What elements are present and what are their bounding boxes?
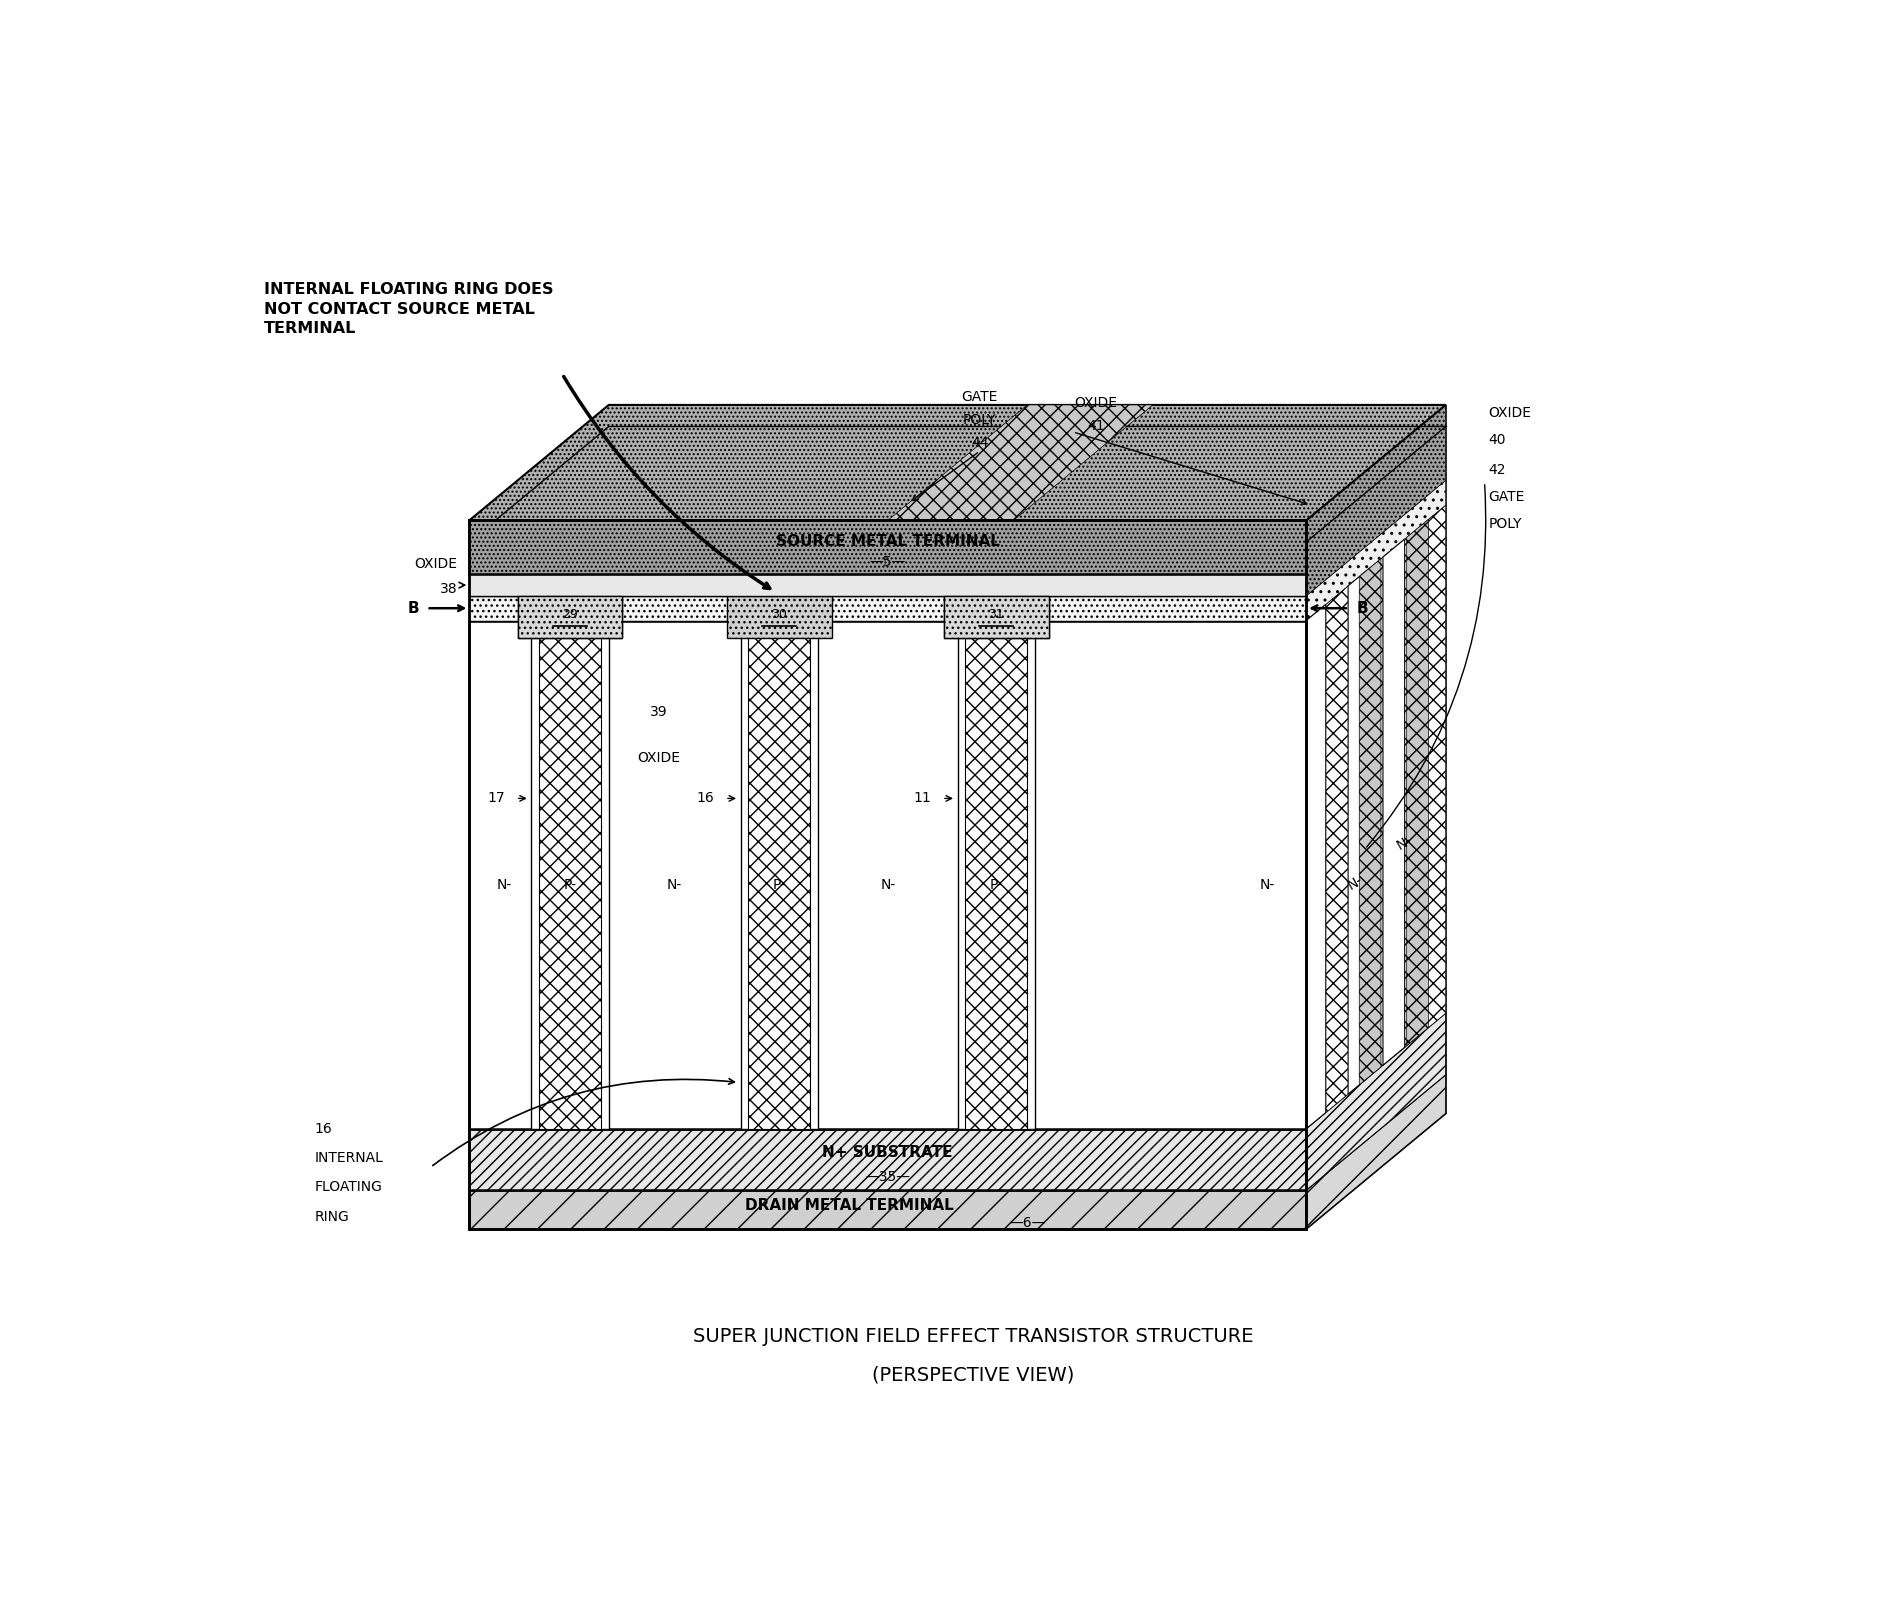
Text: SOURCE METAL TERMINAL: SOURCE METAL TERMINAL [777, 535, 1000, 549]
Bar [470, 1190, 1307, 1228]
Polygon shape [1307, 1012, 1445, 1190]
Text: OXIDE: OXIDE [415, 556, 458, 570]
Polygon shape [1349, 569, 1369, 1094]
Text: DRAIN METAL TERMINAL: DRAIN METAL TERMINAL [744, 1198, 953, 1214]
Text: 30: 30 [771, 608, 788, 621]
Bar [943, 596, 1049, 639]
Bar [470, 596, 1307, 621]
Text: N-: N- [881, 878, 896, 891]
Text: OXIDE: OXIDE [638, 751, 680, 765]
Polygon shape [1407, 519, 1428, 1046]
Text: 11: 11 [913, 792, 932, 805]
Text: POLY: POLY [1489, 517, 1523, 532]
Text: P-: P- [991, 878, 1002, 891]
Text: 42: 42 [1489, 463, 1506, 478]
Bar [517, 596, 623, 639]
Polygon shape [1307, 505, 1445, 1129]
Bar [741, 621, 818, 1129]
Text: 41: 41 [1087, 418, 1104, 433]
Bar [470, 575, 1307, 596]
Bar [540, 621, 600, 1129]
Text: 44: 44 [972, 436, 989, 450]
Text: B: B [1356, 600, 1367, 616]
Text: N-: N- [496, 878, 511, 891]
Text: N-: N- [1260, 878, 1275, 891]
Text: OXIDE: OXIDE [1074, 396, 1117, 409]
Polygon shape [1307, 1075, 1445, 1228]
Text: N+ SUBSTRATE: N+ SUBSTRATE [822, 1145, 953, 1159]
Polygon shape [1383, 540, 1405, 1065]
Polygon shape [888, 406, 1153, 521]
Polygon shape [1307, 406, 1445, 596]
Text: (PERSPECTIVE VIEW): (PERSPECTIVE VIEW) [871, 1365, 1074, 1385]
Text: 16: 16 [697, 792, 714, 805]
Text: GATE: GATE [962, 390, 998, 404]
Text: 31: 31 [989, 608, 1004, 621]
Text: SUPER JUNCTION FIELD EFFECT TRANSISTOR STRUCTURE: SUPER JUNCTION FIELD EFFECT TRANSISTOR S… [693, 1327, 1254, 1346]
Text: 29: 29 [563, 608, 578, 621]
Text: —5—: —5— [869, 556, 905, 570]
Bar [943, 596, 1049, 639]
Text: GATE: GATE [1489, 490, 1525, 505]
Text: INTERNAL: INTERNAL [314, 1151, 383, 1164]
Text: INTERNAL FLOATING RING DOES
NOT CONTACT SOURCE METAL
TERMINAL: INTERNAL FLOATING RING DOES NOT CONTACT … [263, 281, 553, 337]
Bar [470, 621, 1307, 1129]
Text: N-: N- [667, 878, 682, 891]
Polygon shape [470, 406, 1445, 521]
Text: OXIDE: OXIDE [1489, 406, 1532, 420]
Bar [958, 621, 1034, 1129]
Bar [966, 621, 1027, 1129]
Text: P-: P- [773, 878, 786, 891]
Bar [470, 1129, 1307, 1190]
Text: —6—: —6— [1010, 1215, 1045, 1230]
Text: N-: N- [1394, 832, 1415, 853]
Bar [470, 521, 1307, 1228]
Text: 16: 16 [314, 1121, 331, 1135]
Bar [748, 621, 811, 1129]
Text: B: B [407, 600, 419, 616]
Polygon shape [1307, 481, 1445, 621]
Text: 39: 39 [650, 704, 669, 719]
Bar [517, 596, 623, 639]
Text: P-: P- [564, 878, 576, 891]
Polygon shape [1307, 604, 1326, 1129]
Text: POLY: POLY [962, 414, 996, 428]
Text: 38: 38 [439, 581, 458, 596]
Text: FLOATING: FLOATING [314, 1180, 383, 1195]
Text: RING: RING [314, 1209, 348, 1223]
Text: 40: 40 [1489, 433, 1506, 447]
Text: N-: N- [1345, 874, 1366, 893]
Bar [530, 621, 608, 1129]
Text: 17: 17 [487, 792, 506, 805]
Text: —35—: —35— [866, 1169, 911, 1183]
Polygon shape [1360, 559, 1381, 1084]
Bar [470, 521, 1307, 575]
Bar [727, 596, 831, 639]
Polygon shape [1307, 406, 1445, 1228]
